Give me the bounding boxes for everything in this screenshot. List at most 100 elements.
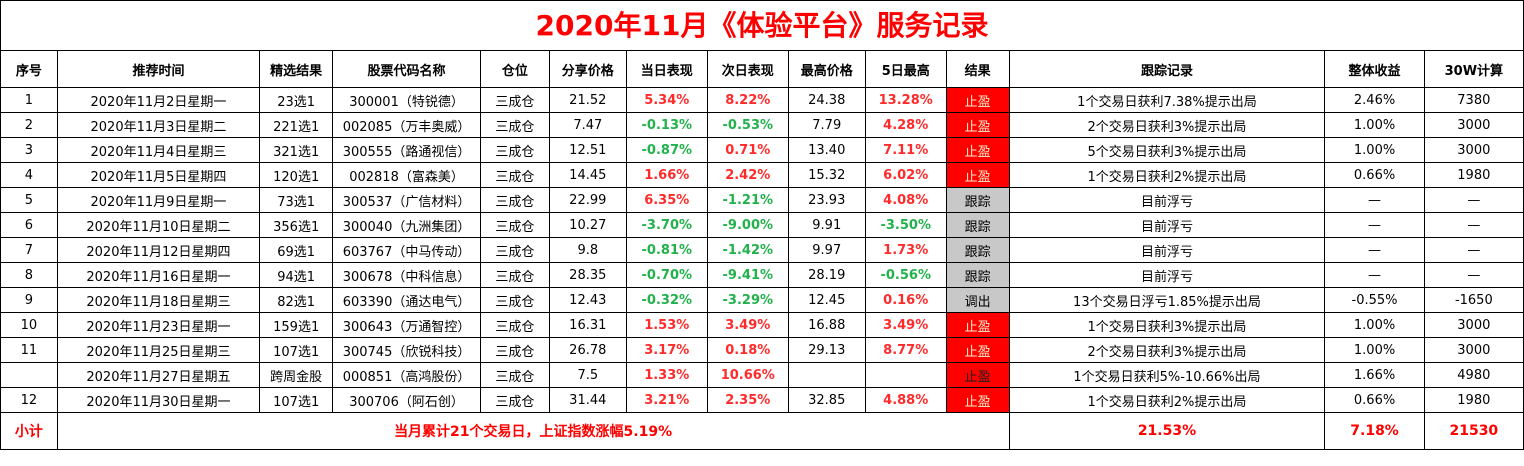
subtotal-summary: 当月累计21个交易日，上证指数涨幅5.19% (56, 412, 1010, 450)
stock-code-name: 300706（阿石创） (332, 387, 481, 413)
row-number: 4 (0, 162, 58, 188)
share-price: 12.51 (548, 137, 627, 163)
calc-30w: — (1423, 262, 1524, 288)
stock-code-name: 002085（万丰奥威） (332, 112, 481, 138)
stock-code-name: 002818（富森美） (332, 162, 481, 188)
table-row: 4 2020年11月5日星期四 120选1 002818（富森美） 三成仓 14.45 1.… (0, 162, 1524, 188)
header-cell: 股票代码名称 (332, 50, 481, 88)
pick-result: 321选1 (259, 137, 334, 163)
share-price: 10.27 (548, 212, 627, 238)
overall-gain: — (1324, 212, 1425, 238)
share-price: 28.35 (548, 262, 627, 288)
subtotal-row: 小计 当月累计21个交易日，上证指数涨幅5.19% 21.53% 7.18% 2… (0, 412, 1524, 450)
share-price: 12.43 (548, 287, 627, 313)
next-day-performance: -9.41% (706, 262, 789, 288)
day-performance: 1.66% (625, 162, 708, 188)
row-number: 12 (0, 387, 58, 413)
header-cell: 推荐时间 (56, 50, 261, 88)
next-day-performance: -9.00% (706, 212, 789, 238)
recommend-date: 2020年11月3日星期二 (56, 112, 261, 138)
header-cell: 次日表现 (706, 50, 789, 88)
header-cell: 分享价格 (548, 50, 627, 88)
table-row: 11 2020年11月25日星期三 107选1 300745（欣锐科技） 三成仓 26.7… (0, 337, 1524, 363)
pick-result: 221选1 (259, 112, 334, 138)
row-number: 8 (0, 262, 58, 288)
track-record: 2个交易日获利3%提示出局 (1008, 112, 1326, 138)
records-table: 序号 推荐时间 精选结果 股票代码名称 仓位 分享价格 当日表现 次日表现 最高… (0, 50, 1524, 450)
high-price (787, 362, 866, 388)
five-day-high: 8.77% (864, 337, 947, 363)
position: 三成仓 (479, 212, 550, 238)
five-day-high: 0.16% (864, 287, 947, 313)
stock-code-name: 000851（高鸿股份） (332, 362, 481, 388)
pick-result: 107选1 (259, 337, 334, 363)
table-row: 12 2020年11月30日星期一 107选1 300706（阿石创） 三成仓 31.44… (0, 387, 1524, 413)
five-day-high: 4.28% (864, 112, 947, 138)
day-performance: 6.35% (625, 187, 708, 213)
track-record: 目前浮亏 (1008, 262, 1326, 288)
table-row: 1 2020年11月2日星期一 23选1 300001（特锐德） 三成仓 21.52 5.3… (0, 87, 1524, 113)
recommend-date: 2020年11月16日星期一 (56, 262, 261, 288)
row-number: 6 (0, 212, 58, 238)
position: 三成仓 (479, 162, 550, 188)
share-price: 14.45 (548, 162, 627, 188)
recommend-date: 2020年11月25日星期三 (56, 337, 261, 363)
pick-result: 73选1 (259, 187, 334, 213)
subtotal-gain: 7.18% (1324, 412, 1425, 450)
stock-code-name: 300555（路通视信） (332, 137, 481, 163)
next-day-performance: 2.42% (706, 162, 789, 188)
calc-30w: 3000 (1423, 312, 1524, 338)
track-record: 1个交易日获利2%提示出局 (1008, 162, 1326, 188)
track-record: 1个交易日获利2%提示出局 (1008, 387, 1326, 413)
overall-gain: — (1324, 187, 1425, 213)
track-record: 5个交易日获利3%提示出局 (1008, 137, 1326, 163)
day-performance: 1.53% (625, 312, 708, 338)
table-row: 2 2020年11月3日星期二 221选1 002085（万丰奥威） 三成仓 7.47 -0… (0, 112, 1524, 138)
five-day-high: -3.50% (864, 212, 947, 238)
day-performance: -3.70% (625, 212, 708, 238)
sheet-title: 2020年11月《体验平台》服务记录 (0, 0, 1524, 50)
position: 三成仓 (479, 362, 550, 388)
recommend-date: 2020年11月30日星期一 (56, 387, 261, 413)
result-badge: 止盈 (945, 162, 1010, 188)
header-cell: 仓位 (479, 50, 550, 88)
share-price: 16.31 (548, 312, 627, 338)
day-performance: 3.21% (625, 387, 708, 413)
calc-30w: — (1423, 187, 1524, 213)
share-price: 7.47 (548, 112, 627, 138)
five-day-high: 7.11% (864, 137, 947, 163)
day-performance: -0.70% (625, 262, 708, 288)
high-price: 9.91 (787, 212, 866, 238)
table-row: 2020年11月27日星期五 跨周金股 000851（高鸿股份） 三成仓 7.5 1.33… (0, 362, 1524, 388)
share-price: 22.99 (548, 187, 627, 213)
result-badge: 跟踪 (945, 237, 1010, 263)
pick-result: 23选1 (259, 87, 334, 113)
header-cell: 5日最高 (864, 50, 947, 88)
day-performance: -0.13% (625, 112, 708, 138)
header-cell: 结果 (945, 50, 1010, 88)
position: 三成仓 (479, 137, 550, 163)
pick-result: 69选1 (259, 237, 334, 263)
five-day-high: 4.08% (864, 187, 947, 213)
next-day-performance: -0.53% (706, 112, 789, 138)
share-price: 26.78 (548, 337, 627, 363)
share-price: 7.5 (548, 362, 627, 388)
pick-result: 159选1 (259, 312, 334, 338)
next-day-performance: 0.18% (706, 337, 789, 363)
header-cell: 30W计算 (1423, 50, 1524, 88)
overall-gain: — (1324, 237, 1425, 263)
five-day-high: 13.28% (864, 87, 947, 113)
row-number: 10 (0, 312, 58, 338)
row-number (0, 362, 58, 388)
result-badge: 止盈 (945, 312, 1010, 338)
high-price: 12.45 (787, 287, 866, 313)
next-day-performance: 3.49% (706, 312, 789, 338)
overall-gain: 1.66% (1324, 362, 1425, 388)
five-day-high: -0.56% (864, 262, 947, 288)
result-badge: 止盈 (945, 87, 1010, 113)
position: 三成仓 (479, 112, 550, 138)
next-day-performance: -1.42% (706, 237, 789, 263)
track-record: 1个交易日获利3%提示出局 (1008, 312, 1326, 338)
overall-gain: 1.00% (1324, 312, 1425, 338)
day-performance: -0.87% (625, 137, 708, 163)
